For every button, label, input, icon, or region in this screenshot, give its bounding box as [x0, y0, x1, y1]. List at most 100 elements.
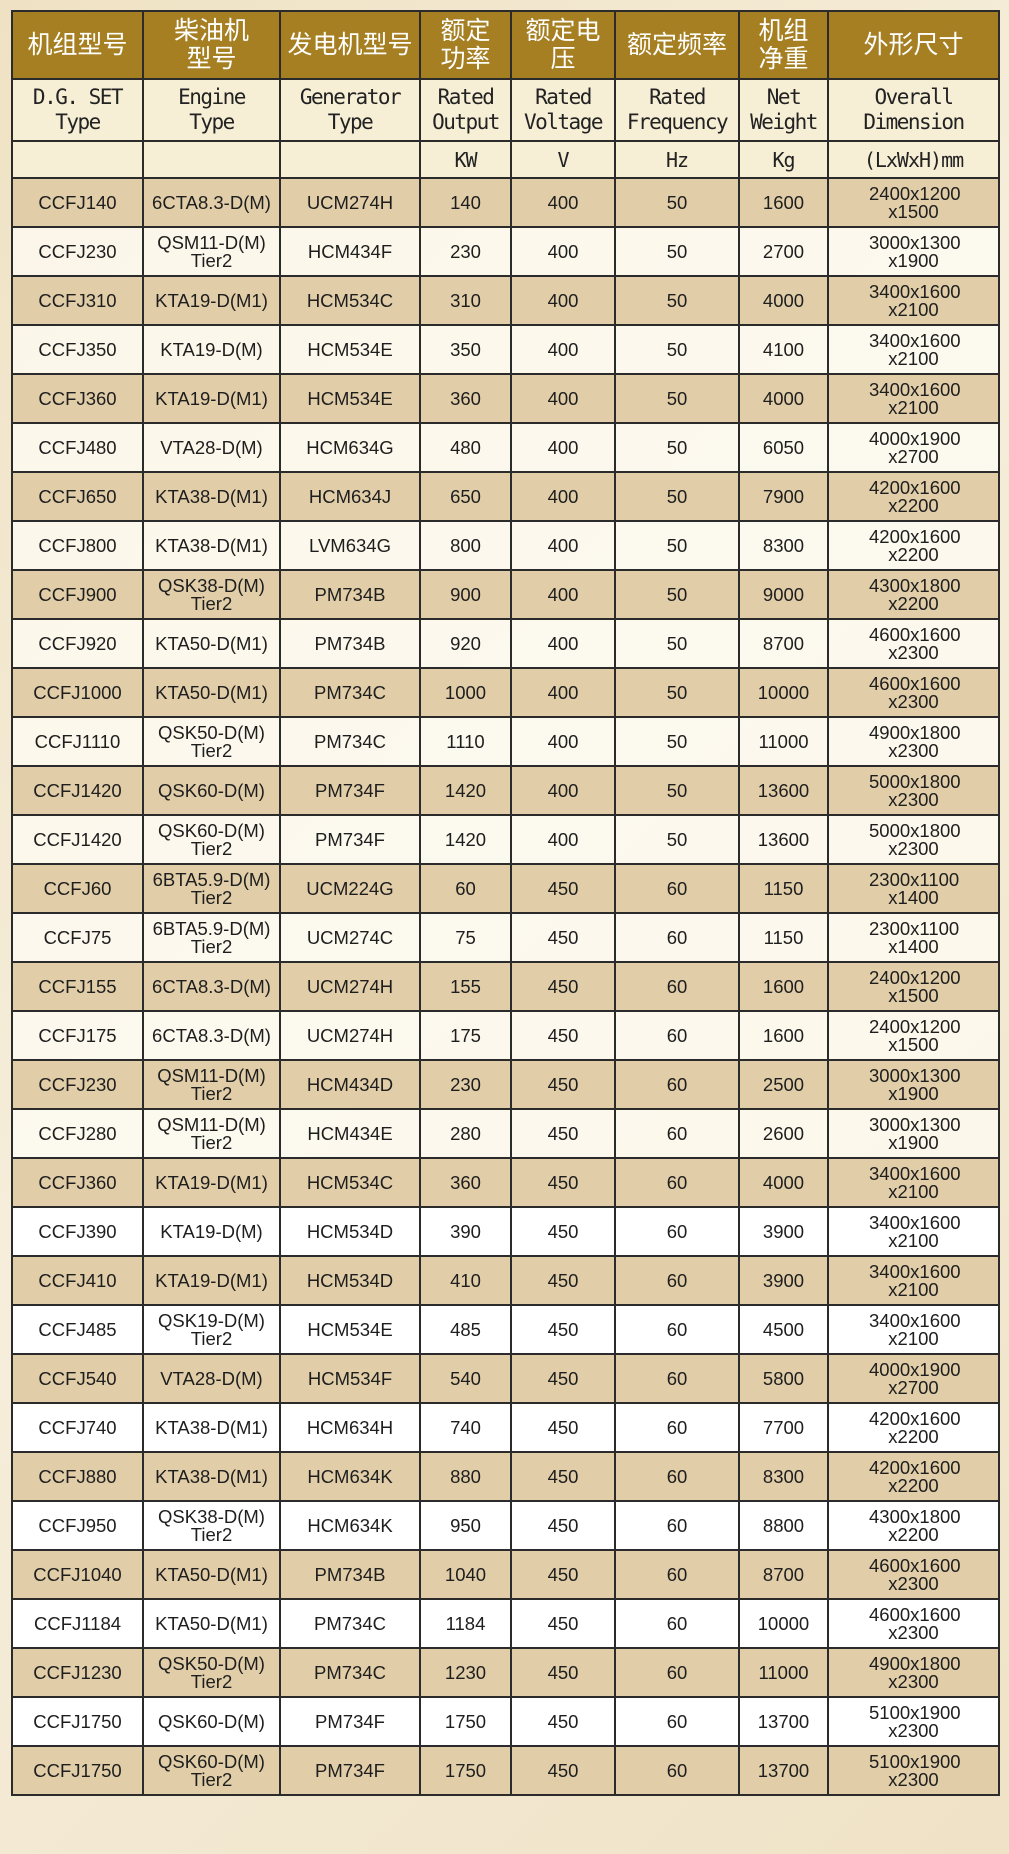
header-zh-set-type: 机组型号 [11, 10, 144, 80]
cell-generator-type: UCM274H [279, 961, 421, 1012]
cell-set-type: CCFJ175 [11, 1010, 144, 1061]
cell-generator-type: HCM634J [279, 471, 421, 522]
cell-net-weight: 4000 [738, 1157, 829, 1208]
cell-generator-type: HCM534E [279, 373, 421, 424]
cell-engine-type: KTA38-D(M1) [142, 471, 281, 522]
table-row: CCFJ280 QSM11-D(M) Tier2 HCM434E 280 450 60 26… [11, 1108, 1000, 1159]
cell-rated-output: 800 [419, 520, 512, 571]
cell-set-type: CCFJ920 [11, 618, 144, 669]
cell-set-type: CCFJ140 [11, 177, 144, 228]
cell-generator-type: HCM534C [279, 275, 421, 326]
cell-net-weight: 1600 [738, 177, 829, 228]
header-en-output: Rated Output [419, 78, 512, 142]
cell-rated-frequency: 60 [614, 1157, 740, 1208]
table-row: CCFJ920 KTA50-D(M1) PM734B 920 400 50 8700 4600… [11, 618, 1000, 669]
cell-engine-type: VTA28-D(M) [142, 422, 281, 473]
table-row: CCFJ480 VTA28-D(M) HCM634G 480 400 50 6050 4000… [11, 422, 1000, 473]
cell-rated-frequency: 50 [614, 422, 740, 473]
cell-engine-type: 6BTA5.9-D(M) Tier2 [142, 912, 281, 963]
cell-rated-frequency: 60 [614, 863, 740, 914]
cell-rated-frequency: 50 [614, 569, 740, 620]
cell-set-type: CCFJ1420 [11, 814, 144, 865]
cell-rated-frequency: 60 [614, 961, 740, 1012]
unit-frequency: Hz [614, 140, 740, 179]
cell-set-type: CCFJ900 [11, 569, 144, 620]
cell-rated-voltage: 450 [510, 1696, 616, 1747]
table-row: CCFJ410 KTA19-D(M1) HCM534D 410 450 60 3900 340… [11, 1255, 1000, 1306]
cell-engine-type: QSK60-D(M) [142, 765, 281, 816]
cell-net-weight: 6050 [738, 422, 829, 473]
cell-overall-dimension: 4000x1900 x2700 [827, 1353, 1000, 1404]
cell-rated-voltage: 450 [510, 1010, 616, 1061]
cell-net-weight: 8300 [738, 520, 829, 571]
cell-rated-frequency: 60 [614, 1745, 740, 1796]
cell-set-type: CCFJ1110 [11, 716, 144, 767]
table-row: CCFJ485 QSK19-D(M) Tier2 HCM534E 485 450 60 45… [11, 1304, 1000, 1355]
cell-engine-type: QSK60-D(M) [142, 1696, 281, 1747]
cell-net-weight: 3900 [738, 1255, 829, 1306]
header-row-chinese: 机组型号 柴油机型号 发电机型号 额定功率 额定电压 额定频率 机组净重 外形尺… [11, 10, 1000, 80]
unit-voltage: V [510, 140, 616, 179]
cell-net-weight: 8300 [738, 1451, 829, 1502]
cell-overall-dimension: 5100x1900 x2300 [827, 1745, 1000, 1796]
cell-set-type: CCFJ880 [11, 1451, 144, 1502]
cell-engine-type: QSM11-D(M) Tier2 [142, 226, 281, 277]
cell-overall-dimension: 4200x1600 x2200 [827, 471, 1000, 522]
header-zh-output: 额定功率 [419, 10, 512, 80]
cell-engine-type: KTA19-D(M1) [142, 1255, 281, 1306]
cell-rated-voltage: 400 [510, 373, 616, 424]
cell-generator-type: HCM534D [279, 1255, 421, 1306]
cell-generator-type: PM734F [279, 765, 421, 816]
cell-rated-frequency: 50 [614, 373, 740, 424]
cell-generator-type: LVM634G [279, 520, 421, 571]
table-row: CCFJ390 KTA19-D(M) HCM534D 390 450 60 3900 3400… [11, 1206, 1000, 1257]
unit-dimension: (LxWxH)mm [827, 140, 1000, 179]
cell-overall-dimension: 5100x1900 x2300 [827, 1696, 1000, 1747]
cell-rated-output: 1420 [419, 765, 512, 816]
cell-rated-voltage: 450 [510, 1255, 616, 1306]
table-row: CCFJ800 KTA38-D(M1) LVM634G 800 400 50 8300 420… [11, 520, 1000, 571]
cell-generator-type: PM734C [279, 1647, 421, 1698]
cell-rated-output: 1750 [419, 1745, 512, 1796]
cell-engine-type: QSM11-D(M) Tier2 [142, 1108, 281, 1159]
cell-rated-output: 1000 [419, 667, 512, 718]
cell-engine-type: KTA19-D(M) [142, 1206, 281, 1257]
cell-rated-output: 540 [419, 1353, 512, 1404]
cell-rated-voltage: 450 [510, 1304, 616, 1355]
table-row: CCFJ950 QSK38-D(M) Tier2 HCM634K 950 450 60 88… [11, 1500, 1000, 1551]
cell-engine-type: 6CTA8.3-D(M) [142, 961, 281, 1012]
cell-rated-frequency: 50 [614, 324, 740, 375]
header-row-english: D.G. SET Type Engine Type Generator Type… [11, 78, 1000, 142]
cell-net-weight: 10000 [738, 667, 829, 718]
table-row: CCFJ1000 KTA50-D(M1) PM734C 1000 400 50 10000 4… [11, 667, 1000, 718]
cell-rated-voltage: 400 [510, 814, 616, 865]
cell-overall-dimension: 3400x1600 x2100 [827, 1206, 1000, 1257]
cell-engine-type: QSK38-D(M) Tier2 [142, 1500, 281, 1551]
unit-engine [142, 140, 281, 179]
cell-set-type: CCFJ155 [11, 961, 144, 1012]
header-en-generator: Generator Type [279, 78, 421, 142]
table-row: CCFJ1230 QSK50-D(M) Tier2 PM734C 1230 450 60 1… [11, 1647, 1000, 1698]
cell-overall-dimension: 2400x1200 x1500 [827, 1010, 1000, 1061]
header-en-weight: Net Weight [738, 78, 829, 142]
cell-rated-output: 280 [419, 1108, 512, 1159]
cell-rated-voltage: 400 [510, 765, 616, 816]
cell-overall-dimension: 5000x1800 x2300 [827, 814, 1000, 865]
cell-rated-frequency: 60 [614, 1598, 740, 1649]
header-en-set-type: D.G. SET Type [11, 78, 144, 142]
cell-set-type: CCFJ75 [11, 912, 144, 963]
table-row: CCFJ540 VTA28-D(M) HCM534F 540 450 60 5800 4000… [11, 1353, 1000, 1404]
cell-set-type: CCFJ740 [11, 1402, 144, 1453]
cell-net-weight: 11000 [738, 716, 829, 767]
cell-engine-type: QSK38-D(M) Tier2 [142, 569, 281, 620]
cell-set-type: CCFJ230 [11, 226, 144, 277]
table-row: CCFJ360 KTA19-D(M1) HCM534E 360 400 50 4000 340… [11, 373, 1000, 424]
cell-overall-dimension: 3400x1600 x2100 [827, 275, 1000, 326]
cell-rated-voltage: 400 [510, 667, 616, 718]
cell-net-weight: 8700 [738, 618, 829, 669]
cell-overall-dimension: 4200x1600 x2200 [827, 1451, 1000, 1502]
cell-generator-type: PM734F [279, 1696, 421, 1747]
cell-net-weight: 4000 [738, 373, 829, 424]
cell-engine-type: QSK50-D(M) Tier2 [142, 1647, 281, 1698]
cell-rated-voltage: 450 [510, 1059, 616, 1110]
